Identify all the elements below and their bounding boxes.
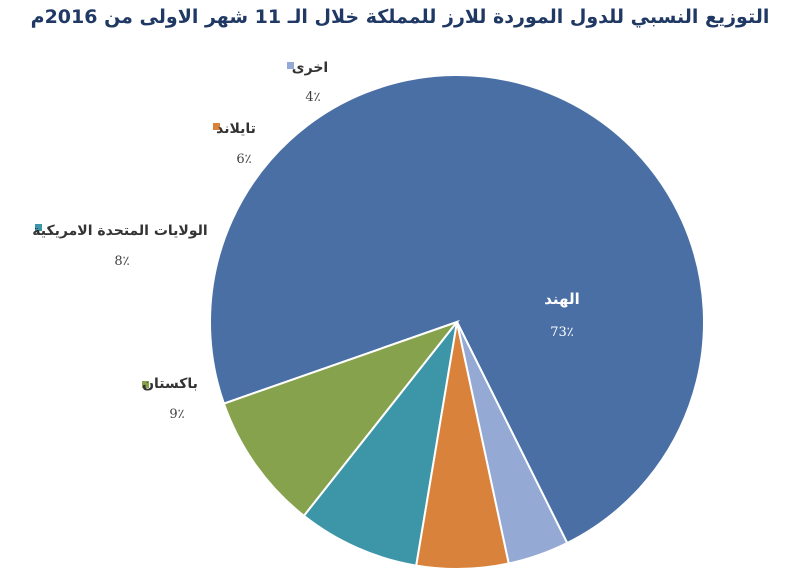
slice-value-1: 9٪: [169, 407, 184, 422]
legend-marker-2: [35, 224, 42, 231]
pie-slice-0: [209, 74, 705, 545]
legend-marker-1: [142, 381, 149, 388]
slice-label-4: اخرى: [292, 60, 328, 76]
pie-slice-4: [456, 321, 569, 565]
legend-marker-3: [213, 123, 220, 130]
chart-title: التوزيع النسبي للدول الموردة للارز للممل…: [30, 6, 770, 28]
slice-value-0: 73٪: [550, 325, 574, 340]
legend-marker-4: [287, 62, 294, 69]
pie-slice-2: [302, 321, 458, 567]
slice-label-1: باكستان: [142, 376, 198, 392]
slice-label-0: الهند: [544, 290, 579, 308]
slice-label-3: تايلاند: [216, 121, 256, 137]
pie-slice-1: [222, 319, 460, 518]
slice-value-2: 8٪: [114, 254, 129, 269]
slice-value-3: 6٪: [236, 152, 251, 167]
slice-value-4: 4٪: [305, 90, 320, 105]
slice-label-2: الولايات المتحدة الامريكية: [32, 223, 207, 239]
